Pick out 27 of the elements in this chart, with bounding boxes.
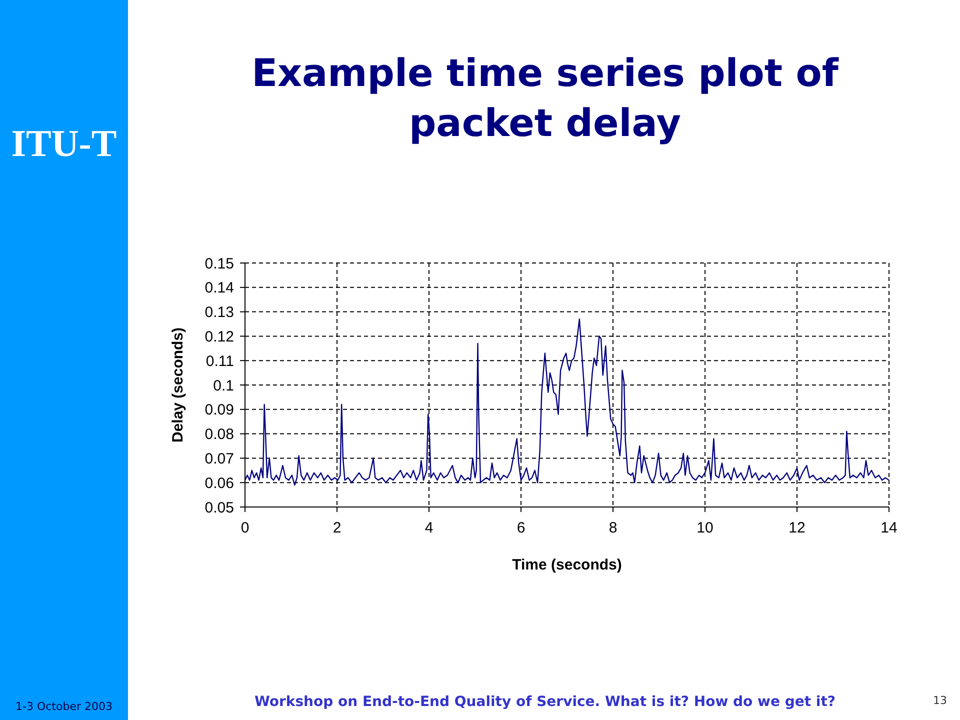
y-tick-label: 0.11 (206, 352, 234, 370)
y-tick-label: 0.13 (204, 304, 234, 322)
text: 1-3 October 2003 (14, 700, 114, 713)
y-tick-label: 0.09 (204, 402, 234, 419)
x-tick-label: 14 (880, 520, 898, 537)
y-tick-label: 0.08 (204, 426, 234, 444)
x-tick-label: 8 (608, 520, 618, 537)
y-tick-label: 0.1 (213, 377, 234, 394)
x-tick-label: 10 (696, 520, 714, 537)
text: Workshop on End-to-End Quality of Service. What is it? How do we get it? (254, 694, 836, 710)
y-tick-label: 0.12 (204, 328, 234, 346)
x-tick-label: 6 (516, 520, 526, 537)
text: 13 (932, 694, 948, 707)
chart-title: Example time series plot of packet delay (250, 50, 840, 147)
x-axis-title: Time (seconds) (512, 556, 622, 574)
y-tick-label: 0.07 (204, 450, 234, 468)
text: ITU-T (10, 122, 118, 166)
x-tick-label: 0 (240, 520, 250, 537)
y-tick-label: 0.15 (204, 255, 234, 272)
x-tick-label: 2 (332, 520, 342, 537)
line-series (245, 318, 889, 486)
x-tick-label: 4 (424, 520, 434, 537)
x-tick-label: 12 (788, 520, 806, 537)
y-tick-label: 0.14 (204, 280, 234, 297)
y-axis-title: Delay (seconds) (170, 327, 186, 443)
y-tick-label: 0.05 (204, 499, 234, 516)
y-tick-label: 0.06 (204, 474, 234, 492)
